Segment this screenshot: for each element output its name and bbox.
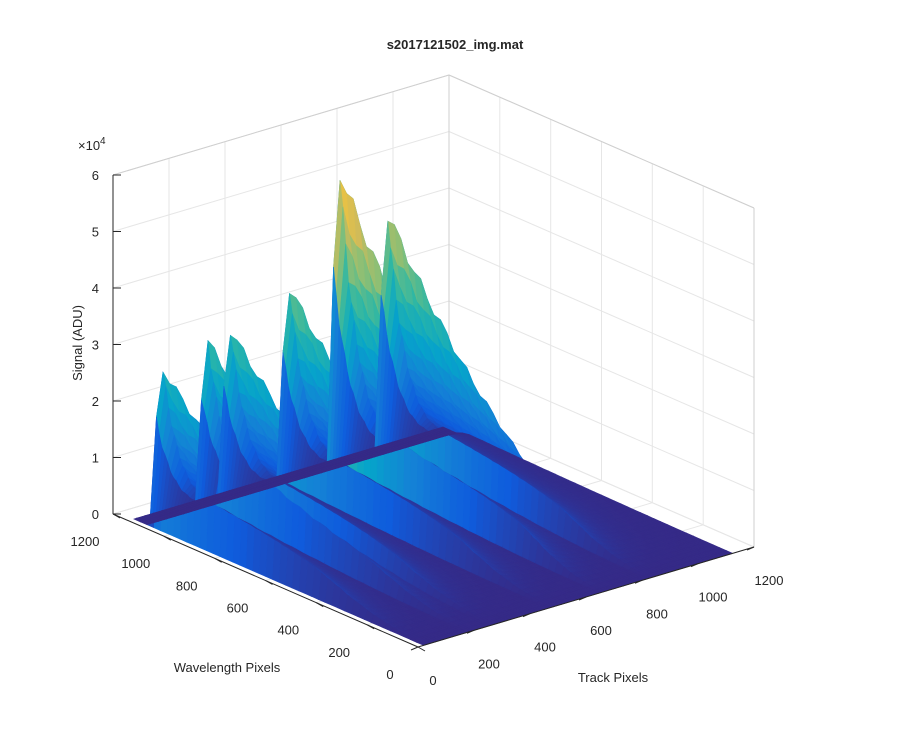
- z-tick-label: 6: [92, 168, 99, 183]
- x-tick-mark: [410, 646, 419, 651]
- z-tick-label: 5: [92, 225, 99, 240]
- y-tick-label: 200: [328, 645, 350, 660]
- y-axis-label: Wavelength Pixels: [174, 660, 281, 675]
- z-tick-label: 3: [92, 338, 99, 353]
- chart-title: s2017121502_img.mat: [387, 37, 524, 52]
- z-axis-label: Signal (ADU): [70, 305, 85, 381]
- surface-strip: [390, 538, 708, 635]
- back-wall-gridline-z: [112, 131, 450, 232]
- x-tick-label: 200: [478, 656, 500, 671]
- side-wall-gridline-z: [448, 300, 755, 435]
- x-tick-label: 400: [534, 640, 556, 655]
- y-tick-mark: [366, 624, 375, 630]
- y-tick-label: 1200: [71, 534, 100, 549]
- z-exponent: ×10 4: [78, 136, 106, 153]
- x-tick-label: 1200: [755, 573, 784, 588]
- box-edge: [112, 74, 450, 176]
- z-tick-label: 1: [92, 451, 99, 466]
- z-tick-label: 4: [92, 281, 99, 296]
- z-tick-label: 0: [92, 507, 99, 522]
- surface: [133, 180, 734, 646]
- x-axis-label: Track Pixels: [578, 670, 649, 685]
- y-tick-label: 400: [277, 623, 299, 638]
- y-tick-mark: [265, 580, 273, 585]
- z-exponent-power: 4: [100, 136, 106, 147]
- y-tick-label: 600: [227, 601, 249, 616]
- side-wall-gridline-z: [448, 244, 755, 378]
- y-tick-mark: [316, 602, 324, 608]
- y-tick-label: 800: [176, 578, 198, 593]
- y-tick-mark: [417, 646, 426, 652]
- x-tick-label: 800: [646, 606, 668, 621]
- surface-strip: [350, 521, 668, 618]
- back-wall-gridline-z: [112, 187, 450, 289]
- side-wall-gridline-z: [448, 357, 755, 491]
- surface-strip: [409, 547, 727, 643]
- x-tick-label: 1000: [699, 590, 728, 605]
- side-wall-gridline-z: [448, 131, 755, 265]
- z-exponent-base: ×10: [78, 138, 100, 153]
- x-tick-label: 0: [429, 673, 436, 688]
- y-tick-mark: [163, 535, 172, 541]
- box-edge: [448, 74, 755, 209]
- y-tick-mark: [112, 513, 121, 519]
- y-tick-label: 1000: [121, 556, 150, 571]
- x-tick-label: 600: [590, 623, 612, 638]
- side-wall-gridline-z: [448, 187, 755, 322]
- z-tick-label: 2: [92, 394, 99, 409]
- surface-strip: [337, 510, 655, 612]
- y-tick-mark: [214, 557, 222, 563]
- y-tick-label: 0: [386, 667, 393, 682]
